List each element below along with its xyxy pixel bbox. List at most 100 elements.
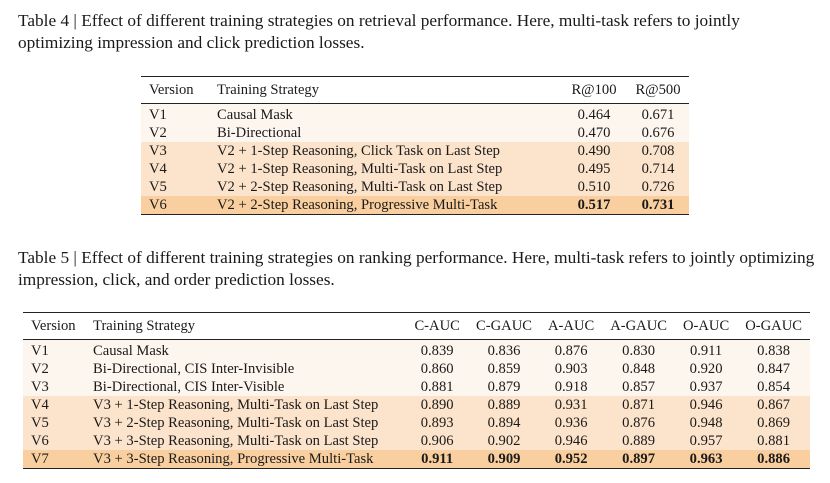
a-gauc-cell: 0.871	[602, 396, 675, 414]
table-row: V6 V3 + 3-Step Reasoning, Multi-Task on L…	[23, 432, 810, 450]
column-header: Training Strategy	[209, 76, 561, 104]
strategy-cell: Bi-Directional, CIS Inter-Visible	[85, 378, 407, 396]
strategy-cell: V2 + 2-Step Reasoning, Progressive Multi…	[209, 196, 561, 215]
table5-caption: Table 5 | Effect of different training s…	[18, 248, 815, 289]
column-header: C-AUC	[406, 312, 469, 340]
version-cell: V4	[141, 160, 209, 178]
o-auc-cell: 0.920	[674, 360, 738, 378]
o-gauc-cell: 0.854	[737, 378, 810, 396]
o-auc-cell: 0.957	[674, 432, 738, 450]
table4: Version Training Strategy R@100 R@500 V1…	[141, 76, 689, 215]
c-gauc-cell: 0.859	[468, 360, 540, 378]
a-gauc-cell: 0.848	[602, 360, 675, 378]
c-gauc-cell: 0.836	[468, 339, 540, 360]
r100-cell: 0.495	[561, 160, 627, 178]
strategy-cell: Bi-Directional, CIS Inter-Invisible	[85, 360, 407, 378]
table-row: V4 V3 + 1-Step Reasoning, Multi-Task on L…	[23, 396, 810, 414]
c-auc-cell: 0.906	[406, 432, 469, 450]
table5-header-row: Version Training Strategy C-AUC C-GAUC A…	[23, 312, 810, 340]
column-header: R@100	[561, 76, 627, 104]
o-gauc-cell: 0.847	[737, 360, 810, 378]
o-auc-cell: 0.911	[674, 339, 738, 360]
strategy-cell: V2 + 1-Step Reasoning, Multi-Task on Las…	[209, 160, 561, 178]
a-auc-cell: 0.931	[540, 396, 603, 414]
strategy-cell: V3 + 1-Step Reasoning, Multi-Task on Las…	[85, 396, 407, 414]
r500-cell: 0.708	[627, 142, 689, 160]
c-gauc-cell: 0.879	[468, 378, 540, 396]
table-row: V1 Causal Mask 0.839 0.836 0.876 0.830 0.911 0.…	[23, 339, 810, 360]
column-header: R@500	[627, 76, 689, 104]
a-gauc-cell: 0.857	[602, 378, 675, 396]
a-auc-cell: 0.936	[540, 414, 603, 432]
o-gauc-cell: 0.838	[737, 339, 810, 360]
o-auc-cell: 0.948	[674, 414, 738, 432]
r500-cell: 0.726	[627, 178, 689, 196]
column-header: C-GAUC	[468, 312, 540, 340]
version-cell: V5	[23, 414, 86, 432]
strategy-cell: V2 + 2-Step Reasoning, Multi-Task on Las…	[209, 178, 561, 196]
o-auc-cell: 0.946	[674, 396, 738, 414]
table-row: V2 Bi-Directional, CIS Inter-Invisible 0.8…	[23, 360, 810, 378]
version-cell: V7	[23, 450, 86, 469]
r500-cell: 0.714	[627, 160, 689, 178]
table5: Version Training Strategy C-AUC C-GAUC A…	[23, 312, 810, 469]
c-auc-cell: 0.893	[406, 414, 469, 432]
table4-caption: Table 4 | Effect of different training s…	[18, 11, 740, 52]
a-auc-cell: 0.876	[540, 339, 603, 360]
table-row: V3 Bi-Directional, CIS Inter-Visible 0.881…	[23, 378, 810, 396]
version-cell: V2	[23, 360, 86, 378]
c-auc-cell: 0.890	[406, 396, 469, 414]
c-gauc-cell: 0.894	[468, 414, 540, 432]
a-auc-cell: 0.903	[540, 360, 603, 378]
r500-cell: 0.671	[627, 103, 689, 124]
strategy-cell: V3 + 2-Step Reasoning, Multi-Task on Las…	[85, 414, 407, 432]
table-row: V1 Causal Mask 0.464 0.671	[141, 103, 689, 124]
column-header: O-GAUC	[737, 312, 810, 340]
a-gauc-cell: 0.830	[602, 339, 675, 360]
strategy-cell: V3 + 3-Step Reasoning, Multi-Task on Las…	[85, 432, 407, 450]
column-header: O-AUC	[674, 312, 738, 340]
version-cell: V6	[23, 432, 86, 450]
r100-cell: 0.510	[561, 178, 627, 196]
o-gauc-cell: 0.886	[737, 450, 810, 469]
table-row: V4 V2 + 1-Step Reasoning, Multi-Task on L…	[141, 160, 689, 178]
strategy-cell: Bi-Directional	[209, 124, 561, 142]
table4-body: V1 Causal Mask 0.464 0.671 V2 Bi-Directional 0…	[141, 103, 689, 215]
a-gauc-cell: 0.897	[602, 450, 675, 469]
strategy-cell: V3 + 3-Step Reasoning, Progressive Multi…	[85, 450, 407, 469]
table-row: V7 V3 + 3-Step Reasoning, Progressive Mul…	[23, 450, 810, 469]
column-header: Training Strategy	[85, 312, 407, 340]
o-gauc-cell: 0.869	[737, 414, 810, 432]
r100-cell: 0.470	[561, 124, 627, 142]
version-cell: V3	[23, 378, 86, 396]
version-cell: V2	[141, 124, 209, 142]
c-auc-cell: 0.860	[406, 360, 469, 378]
c-auc-cell: 0.911	[406, 450, 469, 469]
strategy-cell: Causal Mask	[85, 339, 407, 360]
version-cell: V1	[23, 339, 86, 360]
o-gauc-cell: 0.867	[737, 396, 810, 414]
o-auc-cell: 0.937	[674, 378, 738, 396]
column-header: A-AUC	[540, 312, 603, 340]
column-header: Version	[141, 76, 209, 104]
r500-cell: 0.676	[627, 124, 689, 142]
table-row: V6 V2 + 2-Step Reasoning, Progressive Mul…	[141, 196, 689, 215]
c-auc-cell: 0.881	[406, 378, 469, 396]
a-gauc-cell: 0.876	[602, 414, 675, 432]
table-row: V2 Bi-Directional 0.470 0.676	[141, 124, 689, 142]
strategy-cell: V2 + 1-Step Reasoning, Click Task on Las…	[209, 142, 561, 160]
table-row: V5 V2 + 2-Step Reasoning, Multi-Task on L…	[141, 178, 689, 196]
version-cell: V3	[141, 142, 209, 160]
version-cell: V1	[141, 103, 209, 124]
table5-body: V1 Causal Mask 0.839 0.836 0.876 0.830 0.911 0.…	[23, 339, 810, 469]
strategy-cell: Causal Mask	[209, 103, 561, 124]
version-cell: V4	[23, 396, 86, 414]
a-auc-cell: 0.946	[540, 432, 603, 450]
r100-cell: 0.464	[561, 103, 627, 124]
table-row: V5 V3 + 2-Step Reasoning, Multi-Task on L…	[23, 414, 810, 432]
o-gauc-cell: 0.881	[737, 432, 810, 450]
table-row: V3 V2 + 1-Step Reasoning, Click Task on L…	[141, 142, 689, 160]
r500-cell: 0.731	[627, 196, 689, 215]
r100-cell: 0.517	[561, 196, 627, 215]
column-header: Version	[23, 312, 86, 340]
